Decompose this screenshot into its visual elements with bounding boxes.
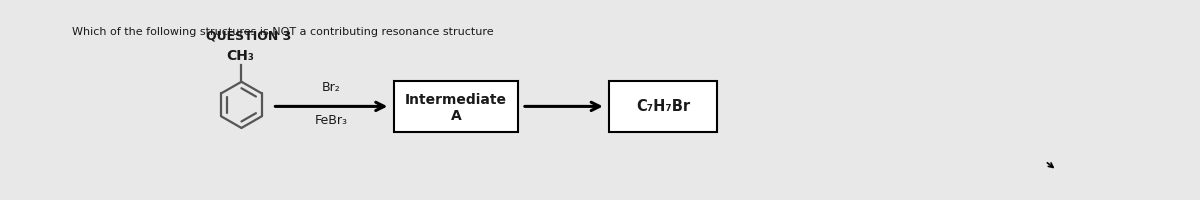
Text: A: A — [451, 109, 462, 123]
Text: C₇H₇Br: C₇H₇Br — [636, 99, 690, 114]
Text: Which of the following structures is NOT a contributing resonance structure: Which of the following structures is NOT… — [72, 27, 497, 37]
Text: CH₃: CH₃ — [227, 48, 254, 62]
Text: QUESTION 3: QUESTION 3 — [206, 29, 292, 42]
Bar — [608, 81, 718, 132]
Bar — [394, 81, 518, 132]
Text: FeBr₃: FeBr₃ — [314, 114, 348, 127]
Text: Intermediate: Intermediate — [406, 93, 508, 107]
Text: Br₂: Br₂ — [322, 81, 341, 94]
